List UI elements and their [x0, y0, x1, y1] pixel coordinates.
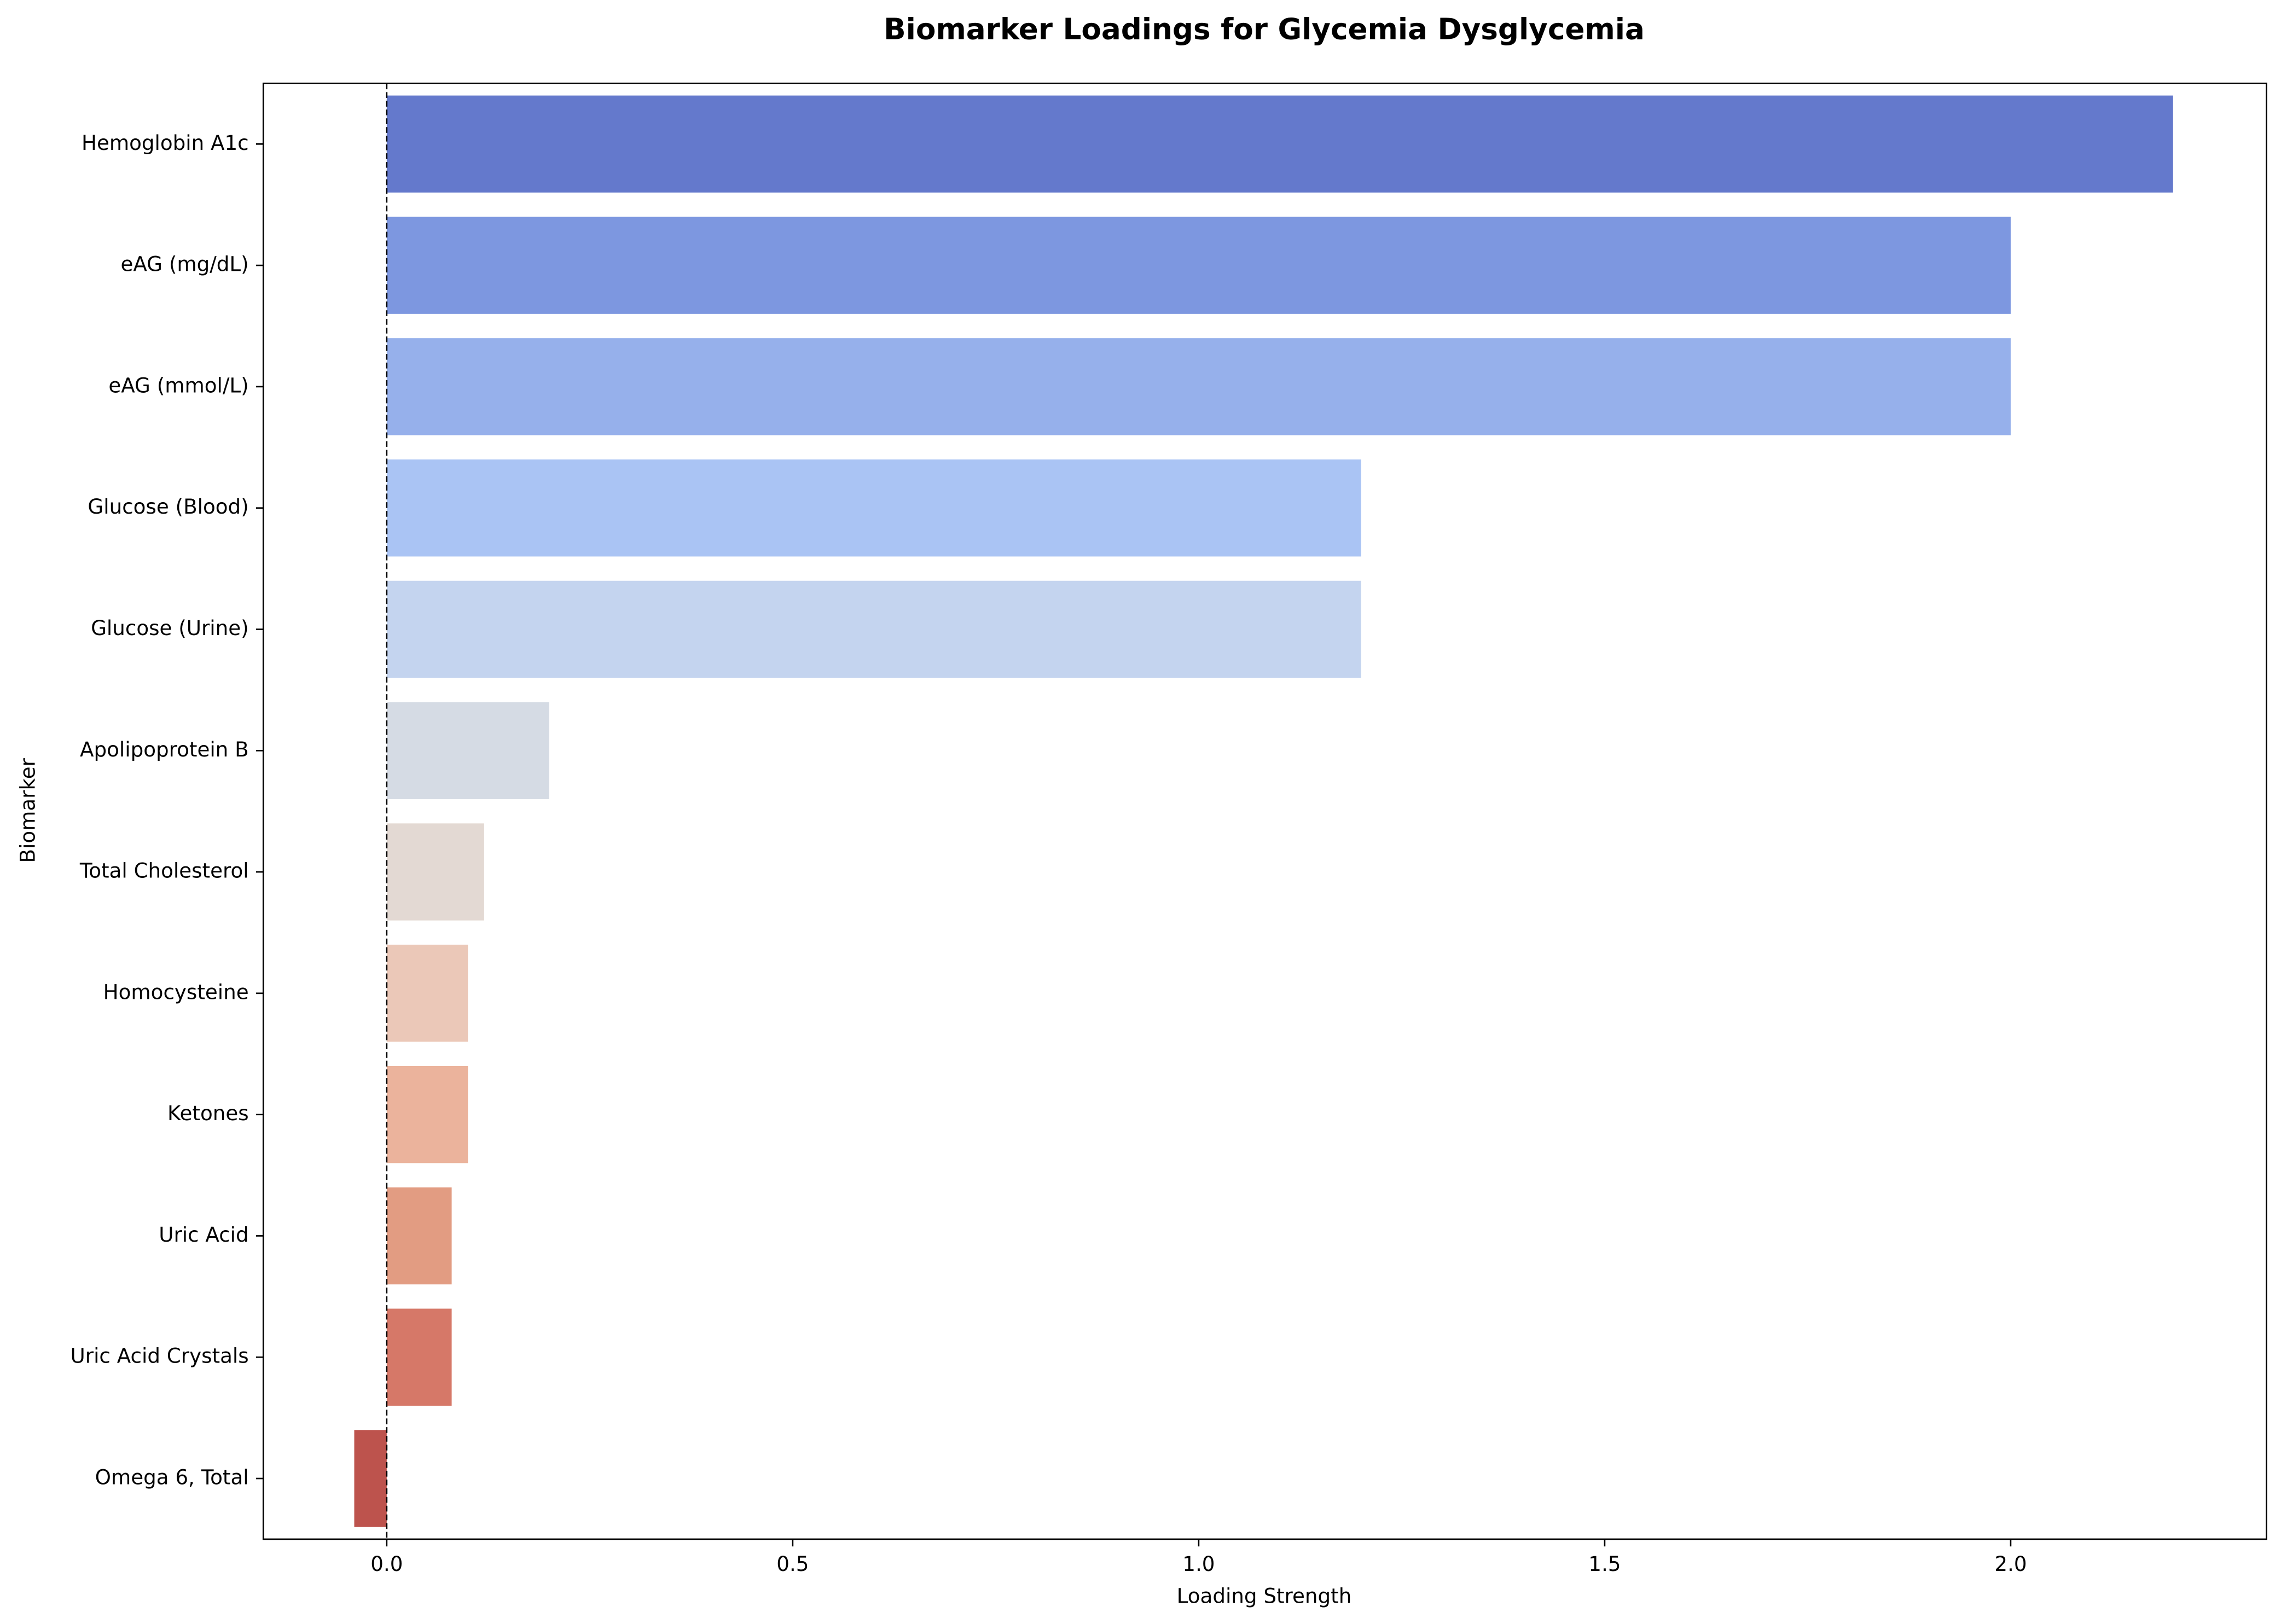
- y-tick-label: Glucose (Blood): [88, 494, 248, 519]
- y-tick-label: eAG (mg/dL): [120, 252, 248, 276]
- bar: [386, 338, 2011, 435]
- bar: [386, 459, 1361, 557]
- plot-area: [354, 83, 2173, 1539]
- bar: [354, 1430, 387, 1527]
- y-tick-label: Homocysteine: [103, 980, 249, 1004]
- y-tick-label: Omega 6, Total: [95, 1465, 249, 1489]
- y-tick-label: Glucose (Urine): [91, 616, 249, 640]
- x-tick-label: 0.5: [776, 1552, 809, 1576]
- x-axis-label: Loading Strength: [1177, 1584, 1352, 1608]
- bar: [386, 1308, 452, 1406]
- x-tick-label: 1.5: [1588, 1552, 1621, 1576]
- bar: [386, 702, 549, 799]
- bar: [386, 1187, 452, 1285]
- bar: [386, 823, 484, 921]
- y-tick-label: Total Cholesterol: [79, 859, 249, 883]
- y-tick-label: Ketones: [167, 1101, 249, 1125]
- bar: [386, 217, 2011, 314]
- x-tick-label: 2.0: [1994, 1552, 2027, 1576]
- y-tick-label: Uric Acid Crystals: [71, 1344, 249, 1368]
- bar: [386, 945, 468, 1042]
- y-tick-label: eAG (mmol/L): [108, 373, 248, 397]
- y-tick-label: Hemoglobin A1c: [82, 131, 249, 155]
- y-tick-label: Uric Acid: [159, 1223, 248, 1247]
- bar: [386, 95, 2173, 193]
- x-tick-label: 0.0: [370, 1552, 403, 1576]
- y-tick-label: Apolipoprotein B: [80, 737, 249, 761]
- bar: [386, 1066, 468, 1163]
- bar: [386, 580, 1361, 678]
- axes-frame: [262, 83, 2267, 1540]
- x-tick-label: 1.0: [1182, 1552, 1215, 1576]
- chart-title: Biomarker Loadings for Glycemia Dysglyce…: [884, 12, 1645, 46]
- y-axis-label: Biomarker: [16, 758, 40, 863]
